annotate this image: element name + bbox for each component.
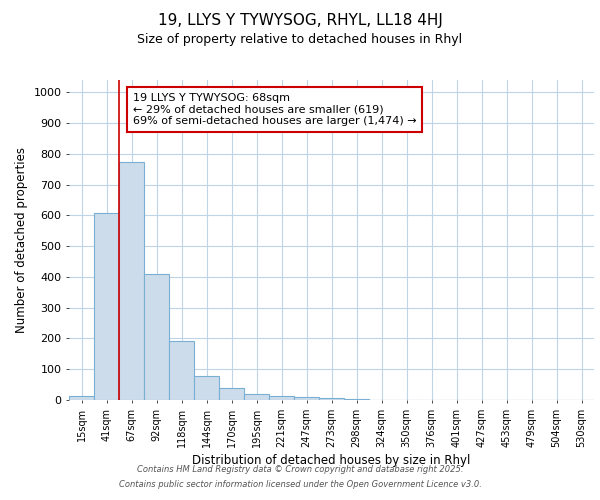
Bar (194, 376, 219, 400)
Text: 19, LLYS Y TYWYSOG, RHYL, LL18 4HJ: 19, LLYS Y TYWYSOG, RHYL, LL18 4HJ (158, 12, 442, 28)
Bar (119, 162, 144, 400)
Bar (144, 274, 169, 400)
Bar (344, 399, 369, 400)
Text: 19 LLYS Y TYWYSOG: 68sqm
← 29% of detached houses are smaller (619)
69% of semi-: 19 LLYS Y TYWYSOG: 68sqm ← 29% of detach… (133, 93, 416, 126)
Bar (244, 394, 269, 400)
Bar (294, 397, 319, 400)
X-axis label: Distribution of detached houses by size in Rhyl: Distribution of detached houses by size … (193, 454, 470, 467)
Bar (169, 340, 194, 400)
Y-axis label: Number of detached properties: Number of detached properties (15, 147, 28, 333)
Text: Size of property relative to detached houses in Rhyl: Size of property relative to detached ho… (137, 32, 463, 46)
Bar (94, 213, 119, 400)
Bar (69, 396, 94, 400)
Bar (319, 398, 344, 400)
Bar (219, 388, 244, 400)
Text: Contains HM Land Registry data © Crown copyright and database right 2025.: Contains HM Land Registry data © Crown c… (137, 465, 463, 474)
Bar (269, 396, 294, 400)
Text: Contains public sector information licensed under the Open Government Licence v3: Contains public sector information licen… (119, 480, 481, 489)
